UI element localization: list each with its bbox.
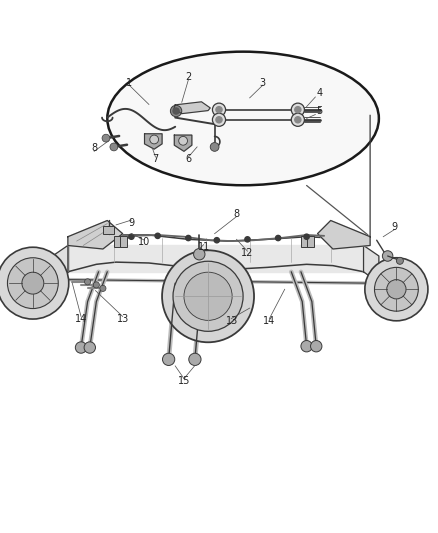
Circle shape — [304, 234, 309, 239]
Polygon shape — [174, 135, 192, 151]
Polygon shape — [145, 134, 162, 149]
Circle shape — [291, 113, 304, 126]
Circle shape — [295, 107, 301, 113]
Circle shape — [245, 237, 250, 242]
Circle shape — [365, 258, 428, 321]
Text: 2: 2 — [185, 72, 191, 82]
Text: 8: 8 — [233, 209, 240, 219]
Circle shape — [291, 103, 304, 116]
Polygon shape — [364, 246, 379, 283]
Circle shape — [0, 247, 69, 319]
Circle shape — [85, 279, 91, 285]
Polygon shape — [68, 246, 364, 272]
Text: 9: 9 — [128, 217, 134, 228]
Circle shape — [162, 353, 175, 366]
Circle shape — [100, 285, 106, 292]
Circle shape — [150, 135, 159, 144]
Circle shape — [75, 342, 87, 353]
Text: 7: 7 — [152, 154, 159, 164]
Circle shape — [382, 251, 393, 261]
Text: 14: 14 — [75, 314, 87, 324]
Circle shape — [173, 261, 243, 332]
Text: 4: 4 — [317, 88, 323, 99]
Bar — [301, 236, 308, 247]
Text: 13: 13 — [226, 316, 238, 326]
Text: 8: 8 — [91, 143, 97, 154]
Text: 10: 10 — [138, 237, 151, 247]
Polygon shape — [318, 221, 370, 249]
Circle shape — [110, 143, 118, 151]
Text: 3: 3 — [260, 77, 266, 87]
Circle shape — [210, 142, 219, 151]
Text: 13: 13 — [117, 314, 129, 324]
Circle shape — [301, 341, 312, 352]
Polygon shape — [174, 102, 210, 114]
Text: 12: 12 — [241, 248, 254, 259]
Circle shape — [212, 103, 226, 116]
Circle shape — [311, 341, 322, 352]
Text: 1: 1 — [126, 77, 132, 87]
Ellipse shape — [107, 52, 379, 185]
Circle shape — [194, 248, 205, 260]
Text: 6: 6 — [185, 154, 191, 164]
Text: 5: 5 — [317, 106, 323, 116]
Circle shape — [216, 107, 222, 113]
Circle shape — [179, 136, 187, 145]
Polygon shape — [53, 246, 68, 283]
Circle shape — [155, 233, 160, 238]
Circle shape — [93, 282, 99, 288]
Circle shape — [7, 258, 58, 309]
Bar — [120, 236, 127, 247]
Bar — [114, 236, 121, 247]
Circle shape — [184, 272, 232, 320]
Text: 11: 11 — [198, 242, 210, 252]
Bar — [103, 226, 114, 233]
Circle shape — [216, 117, 222, 123]
Circle shape — [22, 272, 44, 294]
Bar — [307, 236, 314, 247]
Circle shape — [295, 117, 301, 123]
Circle shape — [170, 106, 182, 117]
Circle shape — [396, 257, 403, 264]
Circle shape — [212, 113, 226, 126]
Circle shape — [276, 236, 281, 241]
Circle shape — [214, 238, 219, 243]
Circle shape — [84, 342, 95, 353]
Circle shape — [102, 134, 110, 142]
Text: 14: 14 — [263, 316, 276, 326]
Circle shape — [374, 268, 418, 311]
Circle shape — [173, 108, 179, 114]
Text: 15: 15 — [178, 376, 190, 386]
Circle shape — [129, 234, 134, 239]
Circle shape — [189, 353, 201, 366]
Circle shape — [162, 251, 254, 342]
Polygon shape — [68, 221, 123, 249]
Circle shape — [186, 236, 191, 241]
Text: 9: 9 — [391, 222, 397, 232]
Circle shape — [387, 280, 406, 299]
